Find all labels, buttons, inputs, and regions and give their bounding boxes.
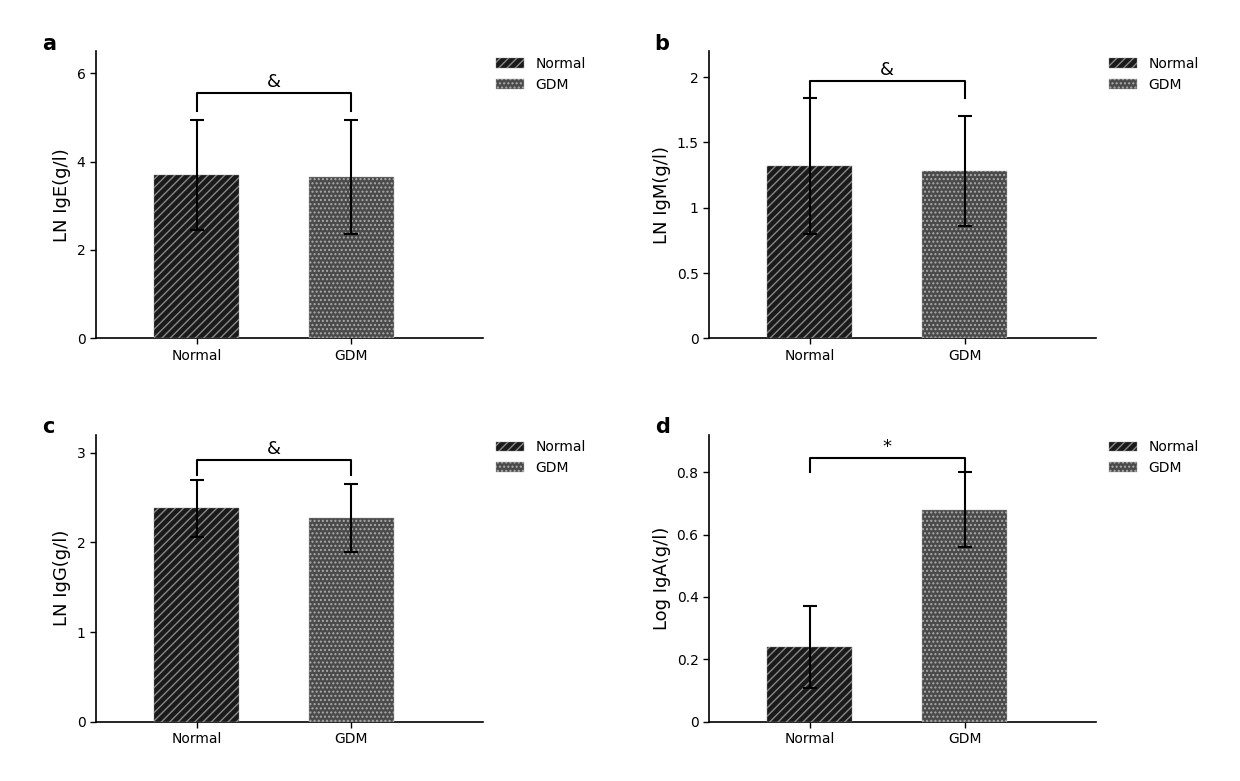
Text: c: c (42, 418, 55, 437)
Legend: Normal, GDM: Normal, GDM (491, 435, 591, 481)
Legend: Normal, GDM: Normal, GDM (1104, 51, 1204, 97)
Y-axis label: Log IgA(g/l): Log IgA(g/l) (653, 526, 671, 630)
Bar (768, 166, 852, 338)
Text: b: b (655, 34, 670, 54)
Bar (154, 508, 239, 722)
Bar (154, 175, 239, 338)
Text: &: & (267, 440, 281, 458)
Bar (921, 171, 1007, 338)
Bar (309, 518, 394, 722)
Bar (768, 647, 852, 722)
Legend: Normal, GDM: Normal, GDM (491, 51, 591, 97)
Y-axis label: LN IgE(g/l): LN IgE(g/l) (53, 148, 71, 241)
Text: a: a (42, 34, 56, 54)
Text: d: d (655, 418, 670, 437)
Text: *: * (883, 438, 892, 456)
Bar (309, 177, 394, 338)
Bar (921, 509, 1007, 722)
Y-axis label: LN IgG(g/l): LN IgG(g/l) (53, 530, 71, 626)
Text: &: & (267, 73, 281, 91)
Legend: Normal, GDM: Normal, GDM (1104, 435, 1204, 481)
Y-axis label: LN IgM(g/l): LN IgM(g/l) (653, 146, 671, 244)
Text: &: & (880, 61, 894, 79)
